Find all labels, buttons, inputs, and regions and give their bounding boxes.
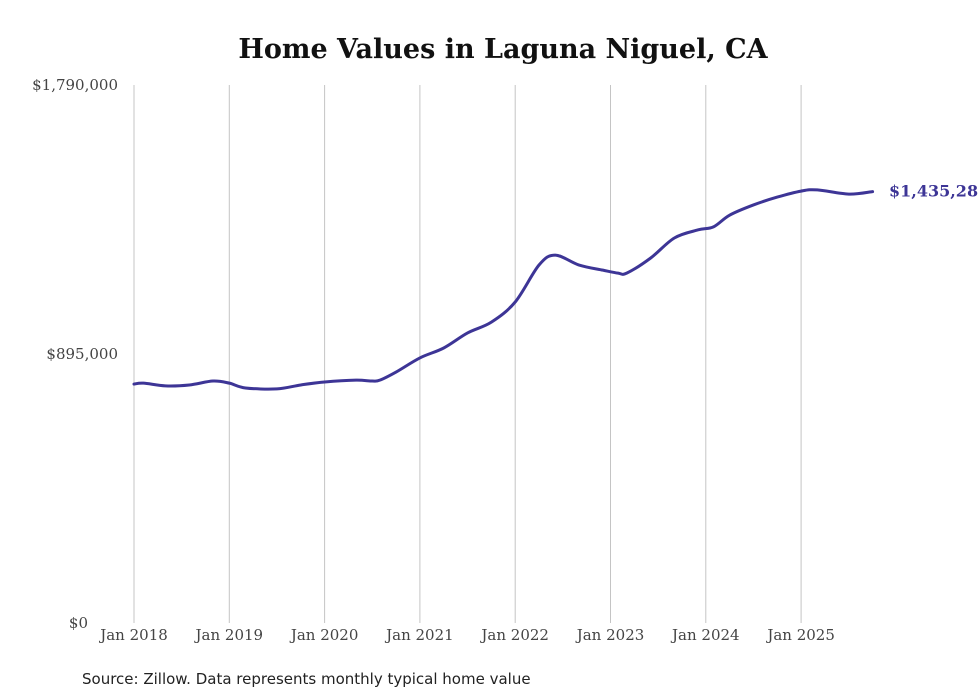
x-tick-label: Jan 2023	[575, 626, 645, 644]
x-tick-label: Jan 2022	[479, 626, 549, 644]
x-axis-ticks: Jan 2018 Jan 2019 Jan 2020 Jan 2021 Jan 2022…	[98, 626, 835, 644]
x-tick-label: Jan 2019	[194, 626, 264, 644]
y-tick-label: $895,000	[46, 345, 118, 363]
source-note: Source: Zillow. Data represents monthly …	[82, 670, 531, 688]
x-tick-label: Jan 2024	[670, 626, 740, 644]
x-tick-label: Jan 2021	[384, 626, 454, 644]
chart-title: Home Values in Laguna Niguel, CA	[238, 34, 768, 65]
gridlines	[133, 85, 802, 623]
series-line	[132, 188, 875, 391]
y-axis-ticks: $0 $895,000 $1,790,000	[32, 76, 118, 632]
y-tick-label: $0	[69, 614, 88, 632]
end-value-label: $1,435,28	[889, 182, 978, 201]
x-tick-label: Jan 2020	[289, 626, 359, 644]
y-tick-label: $1,790,000	[32, 76, 118, 94]
x-tick-label: Jan 2018	[98, 626, 168, 644]
x-tick-label: Jan 2025	[765, 626, 835, 644]
